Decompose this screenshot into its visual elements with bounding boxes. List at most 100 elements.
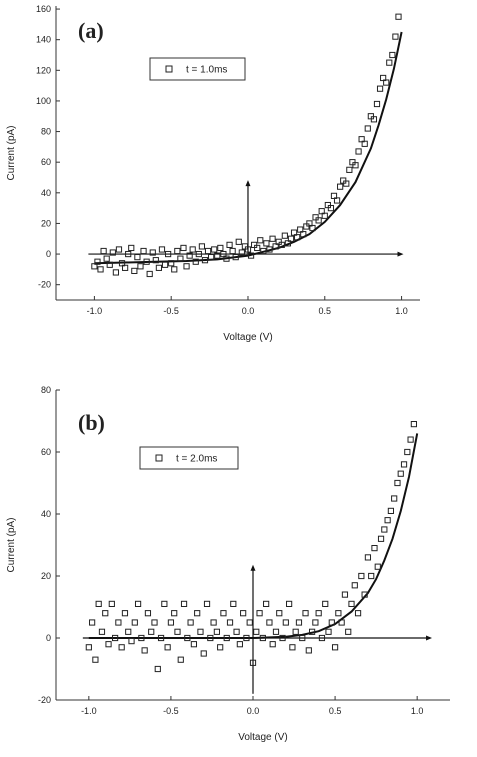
data-point (394, 479, 401, 487)
data-point (203, 600, 211, 607)
y-tick-label: 60 (41, 157, 51, 167)
data-point (351, 582, 358, 589)
data-point (161, 600, 168, 607)
legend-marker (155, 454, 163, 462)
data-point (343, 180, 350, 187)
data-point (387, 507, 394, 514)
data-point (180, 600, 188, 607)
data-point (105, 641, 112, 648)
data-point (246, 619, 253, 626)
data-point (392, 33, 399, 40)
data-point (204, 247, 212, 255)
data-point (364, 125, 371, 132)
data-point (404, 448, 411, 456)
data-point (106, 261, 113, 268)
data-point (240, 610, 247, 617)
data-point (249, 659, 257, 666)
y-tick-label: 80 (41, 127, 51, 137)
panel-label: (a) (78, 18, 104, 43)
data-point (97, 266, 104, 273)
data-point (94, 258, 101, 265)
data-point (217, 244, 224, 252)
data-point (151, 619, 158, 626)
data-point (194, 610, 201, 617)
x-axis-title: Voltage (V) (238, 732, 287, 743)
data-point (315, 610, 322, 617)
data-point (376, 85, 384, 92)
data-point (115, 619, 122, 626)
data-point (276, 610, 283, 617)
legend-box (149, 57, 246, 81)
data-point (131, 619, 138, 626)
data-point (395, 13, 402, 20)
data-point (149, 249, 156, 256)
data-point (89, 619, 96, 626)
data-point (211, 246, 218, 253)
data-point (108, 600, 115, 607)
data-point (254, 244, 261, 252)
legend: t = 2.0ms (139, 446, 239, 470)
data-point (183, 263, 190, 270)
data-point (137, 263, 144, 270)
data-point (292, 628, 299, 635)
data-point (338, 619, 345, 626)
data-point (355, 148, 362, 155)
data-point (158, 246, 166, 253)
legend-label: t = 1.0ms (186, 65, 227, 76)
data-point (118, 644, 125, 651)
data-point (345, 628, 352, 635)
data-point (187, 619, 194, 626)
data-point (217, 644, 224, 651)
data-point (309, 224, 316, 232)
data-point (287, 235, 295, 242)
x-tick-label: 0.5 (329, 706, 342, 716)
data-point (174, 628, 181, 635)
data-point (346, 166, 353, 173)
data-point (207, 634, 214, 642)
data-point (177, 255, 184, 262)
data-point (352, 162, 359, 169)
data-point (186, 252, 193, 259)
data-point (327, 205, 335, 212)
data-point (295, 619, 303, 626)
data-point (354, 610, 362, 617)
chart-panel-1: -20 0 20 40 60 80 100 120 140 160 -1.0 -0.5 0.0 0.5 1.… (6, 4, 420, 343)
data-point (122, 264, 129, 271)
y-tick-label: 160 (36, 4, 51, 14)
data-point (289, 644, 296, 651)
data-point (174, 247, 181, 255)
data-point (167, 619, 175, 626)
y-tick-label: 40 (41, 188, 51, 198)
data-point (257, 237, 264, 244)
data-point (210, 619, 217, 626)
data-point (410, 421, 417, 428)
x-tick-label: 0.0 (242, 306, 255, 316)
data-point (184, 634, 191, 642)
data-point (171, 266, 178, 273)
data-point (333, 197, 341, 204)
data-point (208, 254, 215, 261)
x-tick-label: -0.5 (163, 706, 179, 716)
data-point (112, 269, 119, 276)
y-tick-label: 100 (36, 96, 51, 106)
chart-panel-2: -20 0 20 40 60 80 -1.0 -0.5 0.0 0.5 1.0 Voltage (V)… (6, 385, 450, 743)
data-point (400, 461, 408, 468)
data-point (247, 252, 255, 259)
x-tick-label: -1.0 (87, 306, 103, 316)
legend-marker (165, 65, 173, 73)
data-point (223, 255, 230, 262)
data-point (386, 59, 393, 66)
data-point (226, 241, 233, 248)
data-point (154, 665, 161, 673)
data-point (371, 545, 378, 552)
data-point (128, 244, 135, 252)
data-point (161, 261, 169, 268)
data-point (233, 628, 240, 635)
data-point (253, 628, 260, 635)
fit-curve (88, 433, 419, 639)
legend-box (139, 446, 239, 470)
data-point (300, 231, 307, 238)
y-axis-title: Current (pA) (6, 125, 17, 180)
y-tick-label: 140 (36, 35, 51, 45)
